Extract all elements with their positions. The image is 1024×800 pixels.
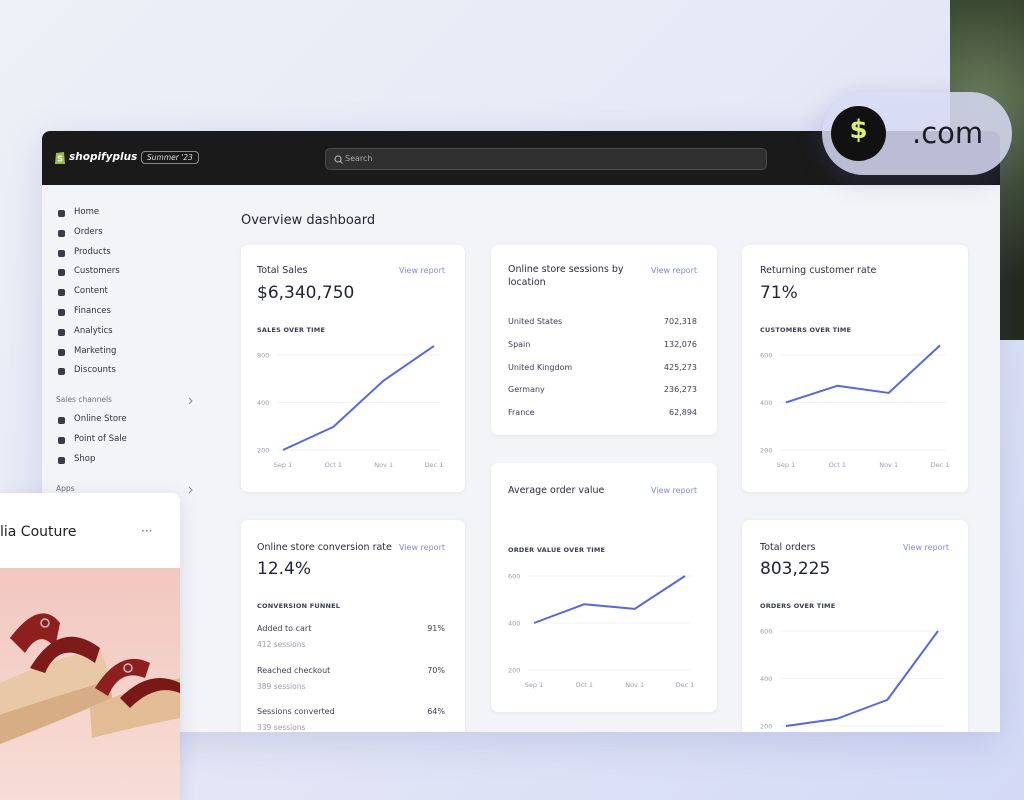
nav-icon — [58, 437, 65, 444]
location-sessions: 425,273 — [663, 362, 697, 372]
nav-item[interactable]: Marketing — [74, 345, 117, 356]
card-title: Online store conversion rate — [257, 542, 392, 553]
chart-label: SALES OVER TIME — [257, 326, 326, 334]
sidebar: Home Orders Products Customers Content Financ… — [42, 185, 207, 732]
funnel-sessions: 339 sessions — [257, 723, 306, 732]
dashboard-window: S shopifyplus Summer '23 Search Home Orde… — [42, 131, 1000, 732]
metric-value: 12.4% — [257, 559, 312, 579]
dollar-sign: $ — [849, 115, 868, 145]
chevron-line — [188, 486, 193, 494]
location-sessions: 236,273 — [663, 385, 697, 395]
funnel-step: Reached checkout — [257, 665, 331, 675]
nav-item[interactable]: Customers — [74, 266, 120, 277]
dashboard-title: Overview dashboard — [241, 213, 376, 228]
location-sessions: 62,894 — [669, 408, 697, 418]
card-title: Total orders — [760, 542, 816, 553]
domain-text: .com — [912, 116, 984, 150]
funnel-step: Added to cart — [257, 624, 312, 633]
domain-pill: $ .com — [822, 92, 1012, 175]
metric-value: $6,340,750 — [257, 283, 355, 303]
badge: Summer '23 — [141, 151, 199, 164]
product-photo — [0, 568, 180, 800]
section-heading: Apps — [56, 484, 75, 493]
location-sessions: 702,318 — [663, 317, 697, 326]
svg-text:S: S — [57, 155, 63, 164]
location-name: United Kingdom — [508, 362, 573, 372]
view-report-link[interactable]: View report — [399, 266, 445, 275]
nav-icon — [58, 229, 65, 237]
nav-icon — [58, 328, 65, 336]
section-label: CONVERSION FUNNEL — [257, 602, 341, 610]
sessions-card — [491, 245, 717, 435]
store-title: lia Couture — [0, 524, 77, 540]
nav-item[interactable]: Home — [74, 207, 100, 217]
logo-icon: S — [55, 152, 65, 164]
funnel-rate: 91% — [427, 624, 445, 633]
metric-value: 803,225 — [760, 559, 831, 579]
view-report-link[interactable]: View report — [651, 266, 697, 275]
view-report-link[interactable]: View report — [651, 486, 697, 495]
section-heading: Sales channels — [56, 395, 112, 404]
funnel-sessions: 412 sessions — [257, 640, 306, 649]
nav-icon — [58, 417, 65, 424]
chart-label: ORDERS OVER TIME — [760, 602, 836, 610]
nav-item[interactable]: Discounts — [74, 365, 116, 376]
nav-item[interactable]: Content — [74, 286, 108, 297]
store-menu[interactable]: ··· — [141, 524, 153, 538]
nav-icon — [58, 269, 65, 277]
card-title: Total Sales — [257, 265, 308, 276]
funnel-rate: 70% — [427, 665, 445, 675]
metric-value: 71% — [760, 283, 798, 303]
location-sessions: 132,076 — [663, 339, 697, 349]
nav-item[interactable]: Products — [74, 246, 111, 257]
funnel-sessions: 389 sessions — [257, 681, 306, 691]
funnel-step: Sessions converted — [257, 707, 335, 716]
nav-icon — [58, 457, 65, 464]
dollar-icon — [831, 106, 886, 161]
search-icon — [334, 155, 343, 164]
location-name: France — [508, 408, 535, 418]
location-name: Germany — [508, 385, 545, 395]
view-report-link[interactable]: View report — [903, 543, 949, 552]
card-title: Online store sessions by location — [508, 264, 624, 288]
nav-icon — [58, 289, 65, 297]
nav-icon — [58, 309, 65, 316]
nav-icon — [58, 348, 65, 356]
location-name: United States — [508, 317, 563, 326]
channel-item[interactable]: Shop — [74, 454, 96, 464]
view-report-link[interactable]: View report — [399, 543, 445, 552]
search-box[interactable]: Search — [325, 148, 767, 170]
card-title: Returning customer rate — [760, 265, 877, 276]
store-card: lia Couture ··· — [0, 493, 180, 800]
chevron-line — [188, 397, 193, 405]
card-title: Average order value — [508, 485, 605, 496]
nav-icon — [58, 210, 65, 217]
chevron — [188, 486, 193, 494]
nav-icon — [58, 249, 65, 257]
nav-icon — [58, 368, 65, 376]
location-name: Spain — [508, 339, 531, 349]
logo: shopifyplus — [69, 151, 138, 163]
conversion-card — [241, 520, 465, 732]
chevron — [188, 397, 193, 405]
search-placeholder: Search — [345, 154, 373, 163]
channel-item[interactable]: Online Store — [74, 414, 127, 424]
order-value-card — [491, 463, 717, 712]
channel-item[interactable]: Point of Sale — [74, 434, 127, 444]
chart-label: CUSTOMERS OVER TIME — [760, 326, 852, 334]
funnel-rate: 64% — [427, 707, 445, 716]
cards: Total Sales View report $6,340,750 SALES OV… — [42, 131, 1000, 732]
nav-item[interactable]: Finances — [74, 306, 111, 316]
nav-item[interactable]: Orders — [74, 226, 103, 237]
chart-label: ORDER VALUE OVER TIME — [508, 546, 606, 554]
nav-item[interactable]: Analytics — [74, 325, 113, 336]
